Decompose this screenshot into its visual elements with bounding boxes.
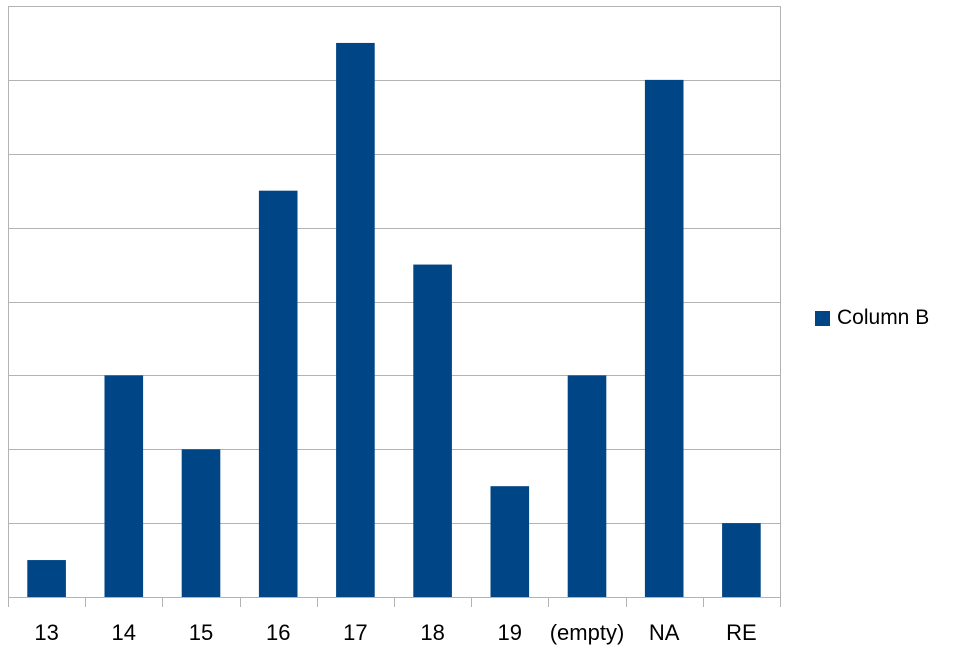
bar-17: [336, 42, 375, 597]
x-tick-label: NA: [649, 620, 680, 645]
bar-13: [27, 560, 66, 597]
x-tick-label: 18: [420, 620, 444, 645]
legend: Column B: [815, 306, 929, 330]
bar-NA: [644, 79, 684, 597]
bar-series: [27, 42, 761, 597]
legend-label: Column B: [837, 306, 930, 329]
bar-16: [258, 190, 298, 597]
bar-14: [104, 375, 144, 597]
x-tick-label: 19: [498, 620, 522, 645]
x-tick-label: RE: [726, 620, 757, 645]
bar-18: [413, 264, 452, 597]
x-tick-labels: 13 14 15 16 17 18 19 (empty) NA RE: [34, 620, 756, 645]
x-tick-label: 14: [112, 620, 136, 645]
legend-swatch: [815, 310, 830, 326]
x-tick-label: (empty): [550, 620, 625, 645]
x-tick-label: 17: [343, 620, 367, 645]
x-axis: [8, 597, 781, 607]
x-tick-label: 16: [266, 620, 290, 645]
x-tick-label: 13: [34, 620, 58, 645]
bar-(empty): [567, 375, 607, 597]
x-tick-label: 15: [189, 620, 213, 645]
bar-19: [490, 486, 530, 597]
bar-RE: [722, 523, 761, 597]
bar-15: [181, 449, 221, 597]
